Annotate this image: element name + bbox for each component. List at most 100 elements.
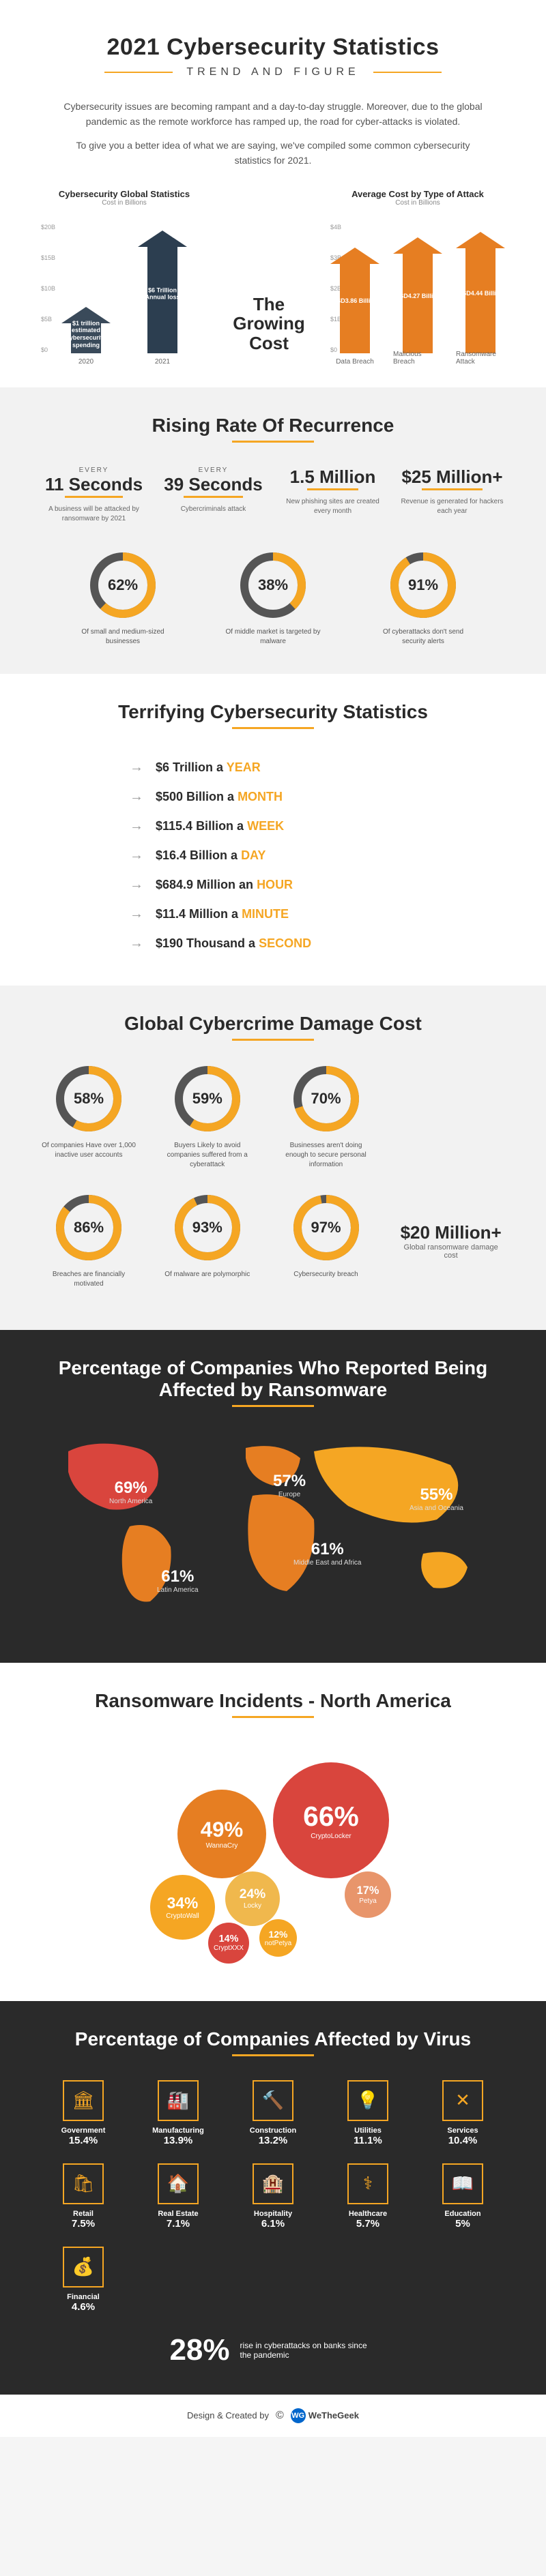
virus-name: Hospitality — [231, 2210, 315, 2218]
bubble-pct: 17% — [357, 1884, 379, 1897]
virus-name: Construction — [231, 2127, 315, 2135]
ytick: $15B — [41, 254, 55, 261]
ring-item: 70% Businesses aren't doing enough to se… — [278, 1065, 374, 1170]
ring-desc: Of small and medium-sized businesses — [75, 627, 171, 647]
virus-pct: 11.1% — [326, 2135, 410, 2146]
virus-icon: 💰 — [63, 2247, 104, 2288]
virus-item: 💰 Financial 4.6% — [41, 2247, 126, 2313]
virus-pct: 7.1% — [136, 2218, 220, 2230]
map-region: 61% Middle East and Africa — [293, 1540, 362, 1567]
arrow-label: $6 Trillion Annual loss — [139, 286, 186, 301]
stat-pre: EVERY — [41, 467, 147, 474]
bubble: 24% Locky — [225, 1871, 280, 1926]
virus-pct: 7.5% — [41, 2218, 126, 2230]
bank-pct: 28% — [169, 2333, 229, 2367]
arrow-label: USD3.86 Billion — [331, 297, 379, 305]
ring: 62% — [89, 551, 157, 619]
virus-item: 🔨 Construction 13.2% — [231, 2080, 315, 2146]
bar-xlabel: Ransomware Attack — [456, 351, 505, 366]
terrify-item: → $684.9 Million an HOUR — [130, 870, 416, 900]
bubble-pct: 14% — [219, 1934, 239, 1944]
ring: 97% — [292, 1194, 360, 1262]
virus-icon: 🏠 — [158, 2163, 199, 2204]
section-title: Terrifying Cybersecurity Statistics — [41, 701, 505, 723]
header: 2021 Cybersecurity Statistics TREND AND … — [0, 0, 546, 189]
ring: 70% — [292, 1065, 360, 1133]
chart-title: Average Cost by Type of Attack — [330, 189, 505, 199]
bar-chart: $4B$3B$2B$1B$0 USD3.86 Billion Data Brea… — [330, 217, 505, 353]
bank-desc: rise in cyberattacks on banks since the … — [240, 2341, 377, 2360]
stat-row: EVERY 11 Seconds A business will be atta… — [41, 467, 505, 524]
virus-pct: 4.6% — [41, 2301, 126, 2313]
terrify-value: $16.4 Billion a DAY — [156, 848, 265, 863]
virus-icon: 🏭 — [158, 2080, 199, 2121]
big-stat-desc: Global ransomware damage cost — [397, 1243, 505, 1260]
terrify-list: → $6 Trillion a YEAR → $500 Billion a MO… — [130, 753, 416, 958]
virus-item: 🏭 Manufacturing 13.9% — [136, 2080, 220, 2146]
ytick: $20B — [41, 224, 55, 231]
stat-val: 39 Seconds — [164, 474, 263, 498]
subtitle-row: TREND AND FIGURE — [41, 66, 505, 78]
bubble-name: notPetya — [265, 1940, 291, 1947]
arrow-head — [393, 237, 442, 254]
arrow-label: USD4.27 Billion — [394, 293, 442, 300]
ring-pct: 70% — [311, 1090, 341, 1108]
world-map: 69% North America 61% Latin America 57% … — [41, 1431, 505, 1622]
ring-row: 62% Of small and medium-sized businesses… — [41, 551, 505, 647]
ring-item: 93% Of malware are polymorphic — [160, 1194, 255, 1289]
map-pct: 69% — [109, 1479, 152, 1498]
ring-item: 91% Of cyberattacks don't send security … — [375, 551, 471, 647]
virus-section: Percentage of Companies Affected by Viru… — [0, 2001, 546, 2395]
bar-chart: $20B$15B$10B$5B$0 $1 trillion estimated … — [41, 217, 207, 353]
virus-name: Utilities — [326, 2127, 410, 2135]
virus-icon: 🏛 — [63, 2080, 104, 2121]
ring: 93% — [173, 1194, 242, 1262]
section-title: Rising Rate Of Recurrence — [41, 415, 505, 436]
bubble: 12% notPetya — [259, 1919, 297, 1957]
divider — [373, 72, 442, 73]
bubble: 49% WannaCry — [177, 1790, 266, 1878]
ring-desc: Buyers Likely to avoid companies suffere… — [160, 1141, 255, 1170]
ring-desc: Of middle market is targeted by malware — [225, 627, 321, 647]
map-label: North America — [109, 1498, 152, 1505]
map-region: 69% North America — [109, 1479, 152, 1505]
intro-text-2: To give you a better idea of what we are… — [61, 138, 485, 168]
chart-subtitle: Cost in Billions — [41, 199, 207, 207]
stat-val: $25 Million+ — [401, 467, 502, 490]
map-pct: 55% — [410, 1485, 463, 1505]
virus-item: 🏛 Government 15.4% — [41, 2080, 126, 2146]
ring-item: 38% Of middle market is targeted by malw… — [225, 551, 321, 647]
terrify-value: $115.4 Billion a WEEK — [156, 819, 284, 833]
arrow-label: USD4.44 Billion — [457, 290, 504, 297]
ring-desc: Breaches are financially motivated — [41, 1270, 136, 1289]
virus-item: 💡 Utilities 11.1% — [326, 2080, 410, 2146]
bar-xlabel: Data Breach — [336, 358, 374, 366]
bubble-name: CryptXXX — [214, 1944, 244, 1952]
stat-desc: A business will be attacked by ransomwar… — [41, 505, 147, 524]
ring-pct: 97% — [311, 1219, 341, 1237]
terrify-value: $6 Trillion a YEAR — [156, 760, 261, 775]
terrify-period: MONTH — [238, 790, 283, 803]
section-title: Percentage of Companies Who Reported Bei… — [41, 1357, 505, 1401]
arrow-body — [403, 254, 433, 353]
section-title: Percentage of Companies Affected by Viru… — [41, 2028, 505, 2050]
center-title-col: The Growing Cost — [228, 261, 310, 353]
ring-desc: Cybersecurity breach — [278, 1270, 374, 1279]
arrow-body — [340, 264, 370, 353]
title-underline — [232, 727, 314, 729]
arrow-icon: → — [130, 906, 143, 922]
ring-item: 62% Of small and medium-sized businesses — [75, 551, 171, 647]
bubble: 14% CryptXXX — [208, 1923, 249, 1964]
virus-pct: 5.7% — [326, 2218, 410, 2230]
recurrence-section: Rising Rate Of Recurrence EVERY 11 Secon… — [0, 387, 546, 674]
logo-badge: WG — [291, 2408, 306, 2423]
map-region: 55% Asia and Oceania — [410, 1485, 463, 1512]
virus-pct: 5% — [420, 2218, 505, 2230]
virus-pct: 6.1% — [231, 2218, 315, 2230]
bar-xlabel: Malicious Breach — [393, 351, 442, 366]
title-underline — [232, 1716, 314, 1718]
terrify-period: HOUR — [257, 878, 293, 891]
stat-desc: Cybercriminals attack — [160, 505, 266, 514]
arrow-icon: → — [130, 936, 143, 951]
brand-name: WeTheGeek — [308, 2410, 359, 2420]
